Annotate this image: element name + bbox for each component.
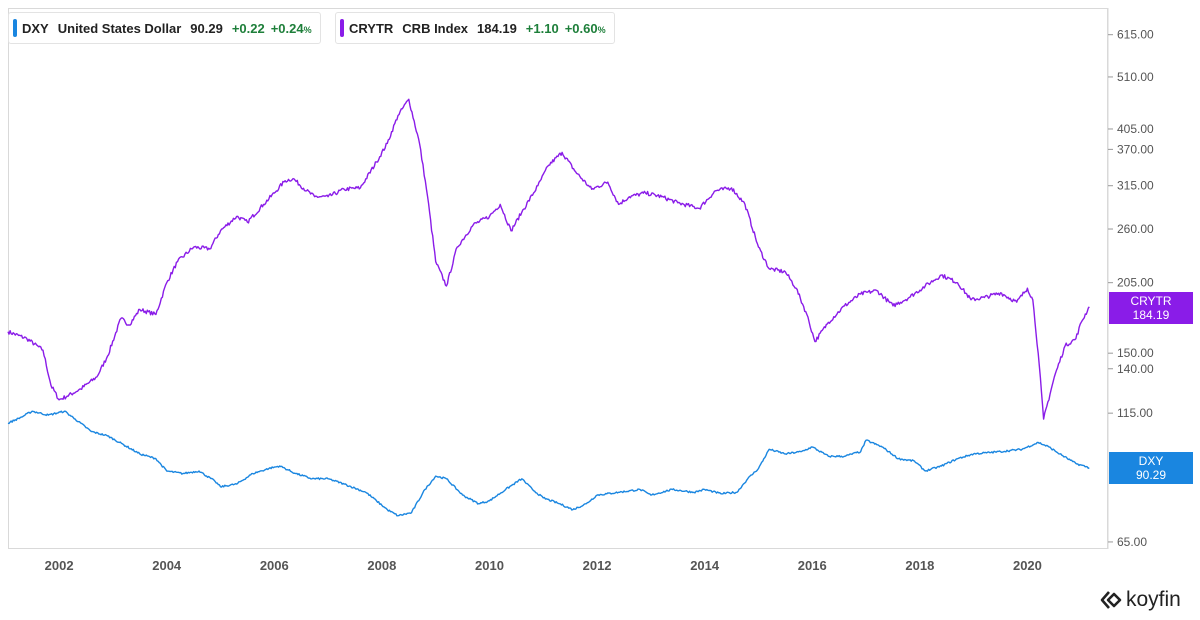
y-tick-label: 260.00 [1117, 222, 1154, 236]
dxy-price-badge: DXY 90.29 [1109, 452, 1193, 484]
koyfin-logo: koyfin [1100, 588, 1181, 612]
y-tick-label: 115.00 [1117, 406, 1153, 420]
x-tick-label: 2012 [583, 558, 612, 573]
x-tick-label: 2010 [475, 558, 504, 573]
legend-name: CRB Index [402, 20, 469, 36]
x-tick-label: 2020 [1013, 558, 1042, 573]
badge-ticker: DXY [1138, 454, 1164, 468]
legend-pct: +0.60% [564, 20, 606, 36]
y-tick-label: 370.00 [1117, 142, 1154, 156]
y-tick-label: 510.00 [1117, 70, 1154, 84]
y-tick-label: 405.00 [1117, 122, 1154, 136]
crytr-price-badge: CRYTR 184.19 [1109, 292, 1193, 324]
x-tick-label: 2014 [690, 558, 720, 573]
y-tick-label: 615.00 [1117, 28, 1154, 42]
legend-swatch-dxy [13, 19, 17, 37]
x-tick-label: 2002 [45, 558, 74, 573]
y-tick-label: 65.00 [1117, 535, 1147, 549]
y-tick-label: 205.00 [1117, 276, 1154, 290]
y-tick-label: 315.00 [1117, 179, 1154, 193]
legend-change: +0.22 [231, 20, 265, 36]
y-axis-ticks: 615.00 510.00 405.00 370.00 315.00 260.00 205.… [1108, 28, 1154, 549]
legend-change: +1.10 [525, 20, 559, 36]
badge-value: 184.19 [1132, 308, 1170, 322]
badge-value: 90.29 [1135, 468, 1167, 482]
legend-last: 184.19 [477, 20, 517, 36]
x-tick-label: 2004 [152, 558, 182, 573]
legend-pct: +0.24% [270, 20, 312, 36]
y-tick-label: 150.00 [1117, 346, 1154, 360]
koyfin-logo-icon [1100, 591, 1122, 609]
koyfin-logo-text: koyfin [1126, 588, 1181, 611]
x-tick-label: 2018 [905, 558, 934, 573]
badge-ticker: CRYTR [1130, 294, 1172, 308]
series-layer [7, 98, 1090, 517]
y-tick-label: 140.00 [1117, 362, 1154, 376]
legend-name: United States Dollar [57, 20, 182, 36]
legend-ticker: DXY [22, 20, 49, 36]
x-tick-label: 2008 [367, 558, 396, 573]
series-line-dxy [7, 410, 1090, 517]
legend-ticker: CRYTR [349, 20, 394, 36]
series-line-crytr [7, 98, 1090, 420]
legend-last: 90.29 [190, 20, 223, 36]
legend-crytr[interactable]: CRYTR CRB Index 184.19 +1.10 +0.60% [335, 12, 615, 44]
legend-dxy[interactable]: DXY United States Dollar 90.29 +0.22 +0.… [8, 12, 321, 44]
legend-swatch-crytr [340, 19, 344, 37]
x-tick-label: 2016 [798, 558, 827, 573]
x-axis-ticks: 2002 2004 2006 2008 2010 2012 2014 2016 2018 2020 [45, 558, 1042, 573]
x-tick-label: 2006 [260, 558, 289, 573]
